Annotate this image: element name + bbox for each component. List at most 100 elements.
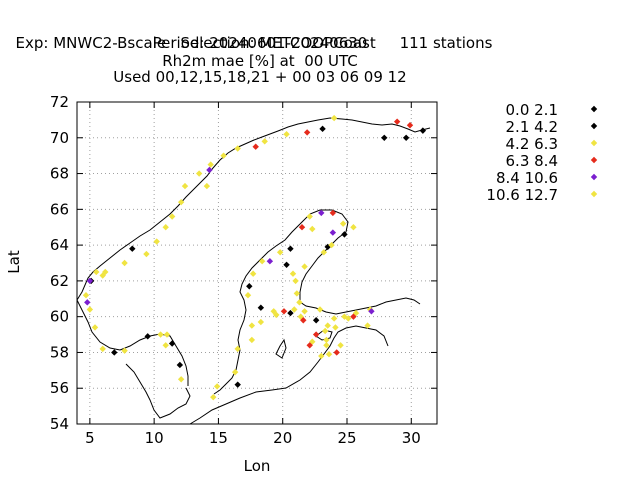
y-tick-label: 54 <box>50 415 69 433</box>
station-marker <box>318 352 325 360</box>
station-marker <box>176 361 184 369</box>
station-marker <box>86 277 94 285</box>
station-marker <box>329 229 337 236</box>
y-tick-label: 56 <box>50 379 69 397</box>
station-marker <box>82 292 90 299</box>
station-marker <box>213 383 221 390</box>
station-marker <box>329 209 337 217</box>
station-marker <box>168 213 176 220</box>
station-marker <box>303 129 311 136</box>
station-marker <box>287 245 294 252</box>
station-marker <box>318 209 325 217</box>
station-points <box>82 114 427 401</box>
station-marker <box>203 182 211 190</box>
legend-marker <box>590 105 598 113</box>
station-marker <box>364 322 371 329</box>
station-marker <box>350 224 357 231</box>
station-marker <box>91 324 99 331</box>
x-tick-label: 5 <box>85 429 95 447</box>
station-marker <box>258 258 266 265</box>
station-marker <box>257 318 265 326</box>
legend: 0.0 2.12.1 4.24.2 6.36.3 8.48.4 10.610.6… <box>486 101 598 204</box>
x-tick-label: 25 <box>337 429 356 447</box>
station-marker <box>345 315 352 322</box>
station-marker <box>177 198 185 206</box>
axes-frame: 5 10 15 20 25 30 54 56 58 60 62 64 66 68 70 72 <box>50 93 438 447</box>
station-marker <box>296 299 303 306</box>
station-marker <box>168 340 176 347</box>
station-marker <box>312 317 320 324</box>
x-tick-label: 30 <box>402 429 421 447</box>
legend-label: 2.1 4.2 <box>506 118 558 136</box>
title-used: Used 00,12,15,18,21 + 00 03 06 09 12 <box>113 68 407 86</box>
station-marker <box>111 349 118 356</box>
station-marker <box>306 213 313 220</box>
legend-label: 0.0 2.1 <box>506 101 558 119</box>
station-marker <box>320 249 328 256</box>
station-marker <box>234 345 241 353</box>
station-marker <box>86 306 94 313</box>
station-marker <box>273 311 280 319</box>
plot-border <box>76 101 438 425</box>
station-marker <box>332 324 339 331</box>
station-marker <box>181 182 189 190</box>
coastline-finland <box>299 209 421 315</box>
legend-marker <box>590 156 598 164</box>
y-tick-label: 72 <box>50 93 69 111</box>
station-marker <box>406 122 414 129</box>
station-marker <box>300 317 307 324</box>
station-marker <box>261 138 268 145</box>
station-marker <box>143 250 150 258</box>
coastline-norway <box>76 117 431 301</box>
coastline-south-norway <box>76 299 189 386</box>
x-tick-label: 10 <box>145 429 164 447</box>
station-marker <box>325 351 333 358</box>
station-marker <box>306 342 313 349</box>
station-marker <box>244 292 252 299</box>
title-selection: Selection: METCOOPCoast <box>180 34 376 52</box>
legend-marker <box>590 173 598 181</box>
y-tick-label: 70 <box>50 129 69 147</box>
station-marker <box>162 342 169 349</box>
coastline-gotland <box>275 338 287 359</box>
station-marker <box>121 347 128 354</box>
station-marker <box>283 131 290 138</box>
legend-marker <box>590 122 598 130</box>
station-marker <box>207 161 214 168</box>
station-marker <box>323 342 330 349</box>
legend-marker <box>590 190 598 198</box>
y-tick-label: 60 <box>50 308 69 326</box>
station-marker <box>293 290 301 297</box>
station-marker <box>121 259 128 267</box>
station-marker <box>333 349 340 356</box>
station-marker <box>350 313 357 320</box>
station-marker <box>249 270 257 277</box>
station-marker <box>248 322 256 329</box>
station-marker <box>287 309 294 317</box>
station-marker <box>330 315 338 322</box>
station-marker <box>341 231 348 238</box>
station-marker <box>195 170 203 177</box>
station-marker <box>292 277 299 285</box>
legend-label: 6.3 8.4 <box>506 152 558 170</box>
title-line-1: Exp: MNWC2-Bscale Selection: METCOOPCoas… <box>6 16 493 52</box>
coastline-denmark <box>125 363 191 419</box>
legend-marker <box>590 139 598 147</box>
title-parameter: Rh2m mae [%] at 00 UTC <box>162 52 358 70</box>
station-marker <box>393 118 401 125</box>
coastline-baltic-south <box>189 325 389 425</box>
station-marker <box>210 393 217 401</box>
station-marker <box>153 238 160 245</box>
station-marker <box>368 308 375 315</box>
station-marker <box>321 327 329 335</box>
legend-label: 10.6 12.7 <box>486 186 558 204</box>
station-marker <box>298 224 306 231</box>
station-marker <box>312 331 320 338</box>
station-marker <box>328 241 335 249</box>
title-stations: 111 stations <box>399 34 493 52</box>
station-marker <box>381 134 388 141</box>
x-axis-label: Lon <box>244 457 271 475</box>
station-marker <box>248 336 256 344</box>
legend-label: 8.4 10.6 <box>496 169 558 187</box>
